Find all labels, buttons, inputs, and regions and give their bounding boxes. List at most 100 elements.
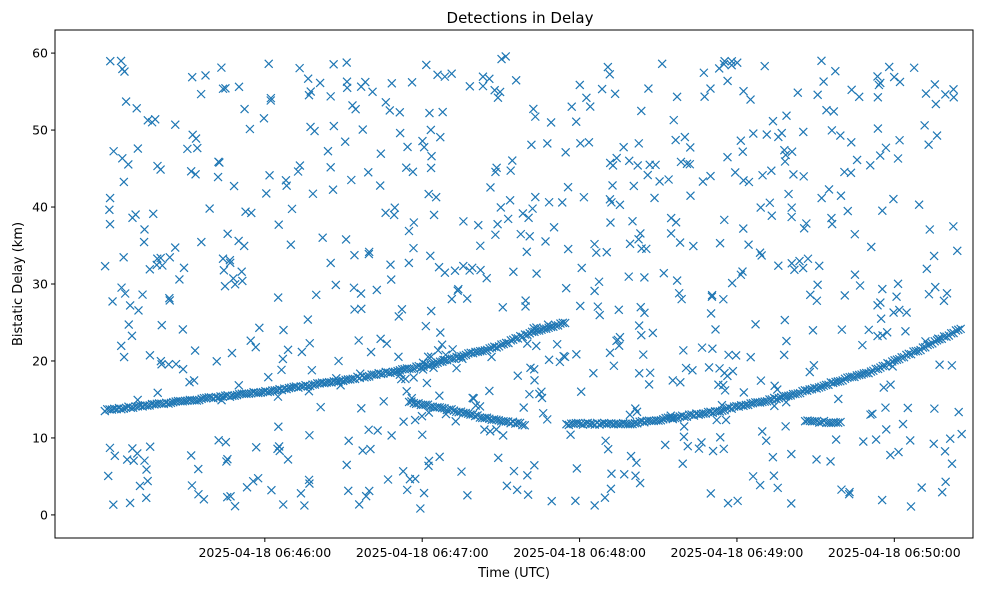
detection-point bbox=[229, 181, 239, 191]
y-tick-label: 60 bbox=[32, 46, 48, 61]
detection-point bbox=[394, 311, 404, 321]
detection-point bbox=[789, 265, 799, 275]
detection-point bbox=[457, 354, 467, 364]
chart-title: Detections in Delay bbox=[447, 9, 594, 27]
y-tick-label: 30 bbox=[32, 277, 48, 292]
detection-point bbox=[781, 397, 791, 407]
detection-point bbox=[187, 481, 197, 490]
detection-point bbox=[403, 142, 412, 152]
detection-point bbox=[376, 334, 386, 344]
detection-point bbox=[186, 166, 196, 176]
detection-point bbox=[143, 476, 153, 486]
detection-point bbox=[125, 301, 135, 310]
detection-point bbox=[218, 84, 228, 94]
detection-point bbox=[234, 236, 244, 246]
detection-point bbox=[575, 138, 585, 148]
detection-point bbox=[282, 181, 292, 191]
detection-point bbox=[306, 122, 315, 132]
detection-point bbox=[576, 387, 586, 397]
detection-point bbox=[847, 85, 857, 95]
detection-point bbox=[766, 166, 776, 176]
detection-point bbox=[881, 425, 891, 434]
detection-point bbox=[712, 415, 722, 425]
detection-point bbox=[283, 345, 293, 355]
detection-point bbox=[518, 209, 528, 218]
detection-point bbox=[657, 59, 667, 69]
detection-point bbox=[429, 363, 439, 373]
detection-point bbox=[787, 212, 797, 222]
detection-point bbox=[261, 188, 271, 198]
detection-point bbox=[150, 114, 160, 124]
detection-point bbox=[364, 425, 374, 435]
detection-point bbox=[364, 247, 374, 257]
detection-point bbox=[520, 420, 530, 430]
detection-point bbox=[244, 389, 254, 399]
detection-point bbox=[786, 498, 796, 508]
detection-point bbox=[733, 496, 743, 506]
y-tick-label: 20 bbox=[32, 353, 48, 368]
detection-point bbox=[186, 451, 196, 460]
detection-point bbox=[482, 273, 492, 283]
detection-point bbox=[424, 456, 434, 466]
detection-point bbox=[287, 204, 297, 214]
detection-point bbox=[846, 168, 856, 178]
detection-point bbox=[191, 169, 200, 179]
detection-point bbox=[329, 121, 339, 131]
detection-point bbox=[331, 280, 341, 290]
detection-point bbox=[727, 60, 737, 70]
detection-point bbox=[612, 336, 621, 346]
detection-point bbox=[643, 170, 653, 180]
detection-point bbox=[688, 365, 697, 375]
detection-point bbox=[407, 393, 417, 403]
detection-point bbox=[803, 254, 813, 264]
detection-point bbox=[949, 84, 958, 94]
detection-point bbox=[394, 352, 403, 362]
detection-point bbox=[843, 206, 853, 216]
detection-point bbox=[440, 72, 450, 82]
detection-point bbox=[277, 365, 286, 375]
detection-point bbox=[513, 418, 523, 428]
detection-point bbox=[836, 191, 846, 201]
detection-point bbox=[864, 325, 874, 335]
detection-point bbox=[922, 264, 932, 274]
detection-point bbox=[296, 488, 306, 498]
detection-point bbox=[918, 343, 928, 352]
detection-point bbox=[558, 318, 568, 328]
detection-point bbox=[692, 409, 701, 419]
detection-point bbox=[375, 181, 385, 190]
detection-point bbox=[342, 460, 352, 470]
detection-point bbox=[866, 410, 875, 420]
detection-point bbox=[205, 204, 215, 213]
detection-point bbox=[720, 385, 730, 395]
detection-point bbox=[608, 161, 618, 170]
detection-point bbox=[626, 451, 636, 461]
detection-point bbox=[237, 276, 247, 286]
detection-point bbox=[913, 346, 923, 356]
detection-point bbox=[779, 145, 789, 155]
detection-point bbox=[227, 348, 237, 358]
detection-point bbox=[164, 293, 174, 303]
detection-point bbox=[522, 470, 532, 480]
detection-point bbox=[845, 487, 854, 497]
detection-point bbox=[142, 401, 152, 411]
detection-point bbox=[700, 92, 710, 102]
detection-point bbox=[466, 410, 475, 419]
detection-point bbox=[631, 471, 640, 481]
detection-point bbox=[299, 501, 309, 510]
detection-point bbox=[873, 92, 883, 102]
detection-point bbox=[951, 325, 961, 335]
detection-point bbox=[921, 89, 931, 98]
detection-point bbox=[930, 282, 940, 292]
detection-point bbox=[105, 219, 115, 229]
detection-point bbox=[529, 364, 539, 374]
detection-point bbox=[119, 177, 129, 187]
detection-point bbox=[718, 380, 728, 390]
detection-point bbox=[372, 285, 382, 295]
detection-point bbox=[755, 480, 765, 490]
detection-point bbox=[634, 234, 643, 244]
detection-point bbox=[877, 495, 887, 505]
detection-point bbox=[409, 218, 419, 227]
detection-point bbox=[590, 501, 600, 510]
detection-point bbox=[809, 360, 819, 370]
detection-point bbox=[632, 458, 641, 468]
